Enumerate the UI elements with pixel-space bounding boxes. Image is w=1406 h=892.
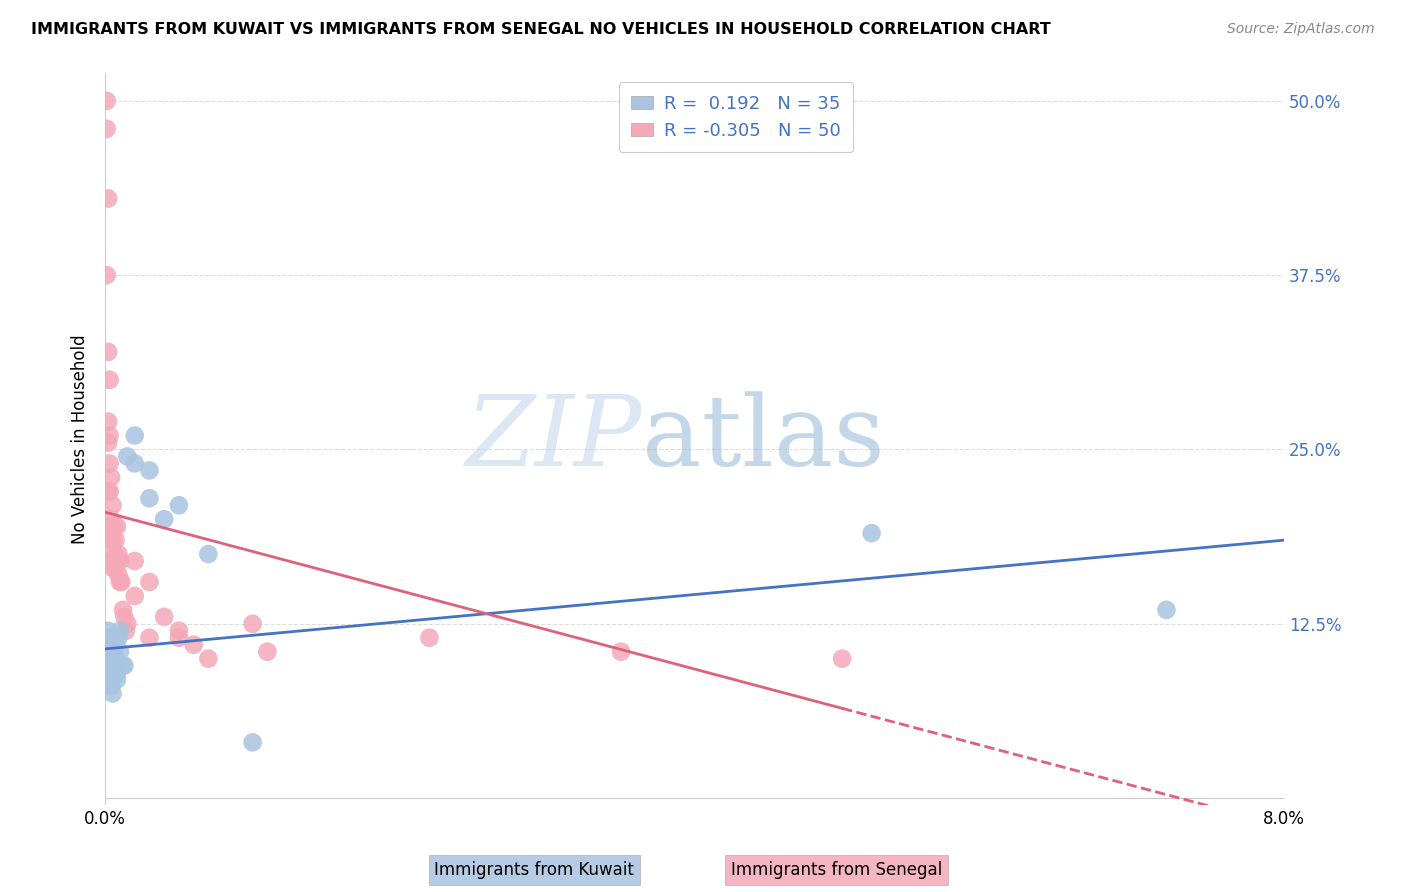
Point (101, 533, 124, 548)
Point (1156, 603, 1178, 617)
Point (97, 645, 120, 659)
Point (98, 428, 121, 442)
Point (124, 457, 146, 471)
Point (104, 651, 127, 665)
Point (124, 589, 146, 603)
Point (108, 554, 131, 568)
Point (98, 484, 121, 499)
Point (153, 610, 176, 624)
Point (242, 616, 264, 631)
Point (610, 645, 633, 659)
Point (100, 470, 122, 484)
Point (97, 192, 120, 206)
Point (100, 651, 122, 665)
Point (138, 631, 160, 645)
Point (108, 645, 131, 659)
Point (105, 665, 128, 680)
Point (100, 554, 122, 568)
Point (101, 561, 124, 575)
Point (107, 568, 129, 582)
Point (101, 498, 124, 512)
Point (110, 574, 132, 589)
Point (96, 268, 118, 282)
Point (167, 624, 190, 638)
Legend: R =  0.192   N = 35, R = -0.305   N = 50: R = 0.192 N = 35, R = -0.305 N = 50 (619, 82, 853, 153)
Point (100, 512, 122, 526)
Point (138, 491, 160, 506)
Point (167, 498, 190, 512)
Point (112, 658, 135, 673)
Point (100, 519, 122, 533)
Text: Immigrants from Kuwait: Immigrants from Kuwait (434, 861, 634, 879)
Point (115, 624, 138, 638)
Point (104, 533, 127, 548)
Point (105, 554, 128, 568)
Point (98, 665, 121, 680)
Point (108, 624, 131, 638)
Point (117, 616, 139, 631)
Point (96, 121, 118, 136)
Point (104, 658, 127, 673)
Point (101, 519, 124, 533)
Text: Immigrants from Senegal: Immigrants from Senegal (731, 861, 942, 879)
Point (111, 658, 134, 673)
Point (105, 519, 128, 533)
Point (105, 673, 128, 687)
Point (97, 415, 120, 429)
Point (103, 645, 125, 659)
Point (98, 533, 121, 548)
Point (111, 603, 134, 617)
Point (104, 638, 127, 652)
Point (103, 658, 125, 673)
Point (103, 547, 125, 561)
Point (138, 574, 160, 589)
Point (97, 624, 120, 638)
Point (242, 735, 264, 749)
Point (108, 574, 131, 589)
Point (103, 519, 125, 533)
Point (831, 651, 853, 665)
Point (124, 428, 146, 442)
Point (100, 680, 122, 694)
Point (860, 526, 883, 541)
Point (167, 631, 190, 645)
Text: atlas: atlas (641, 391, 884, 487)
Point (183, 638, 205, 652)
Point (97, 484, 120, 499)
Point (112, 610, 135, 624)
Point (153, 512, 176, 526)
Point (97, 344, 120, 359)
Point (107, 547, 129, 561)
Text: IMMIGRANTS FROM KUWAIT VS IMMIGRANTS FROM SENEGAL NO VEHICLES IN HOUSEHOLD CORRE: IMMIGRANTS FROM KUWAIT VS IMMIGRANTS FRO… (31, 22, 1050, 37)
Point (98, 658, 121, 673)
Point (97, 631, 120, 645)
Point (418, 631, 440, 645)
Text: Source: ZipAtlas.com: Source: ZipAtlas.com (1227, 22, 1375, 37)
Point (97, 673, 120, 687)
Text: ZIP: ZIP (465, 392, 641, 487)
Point (197, 547, 219, 561)
Point (138, 463, 160, 477)
Y-axis label: No Vehicles in Household: No Vehicles in Household (72, 334, 89, 544)
Point (101, 686, 124, 700)
Point (101, 658, 124, 673)
Point (124, 554, 146, 568)
Point (101, 673, 124, 687)
Point (98, 457, 121, 471)
Point (256, 645, 278, 659)
Point (104, 561, 127, 575)
Point (96, 94, 118, 108)
Point (98, 373, 121, 387)
Point (107, 631, 129, 645)
Point (97, 435, 120, 450)
Point (117, 450, 139, 464)
Point (100, 631, 122, 645)
Point (197, 651, 219, 665)
